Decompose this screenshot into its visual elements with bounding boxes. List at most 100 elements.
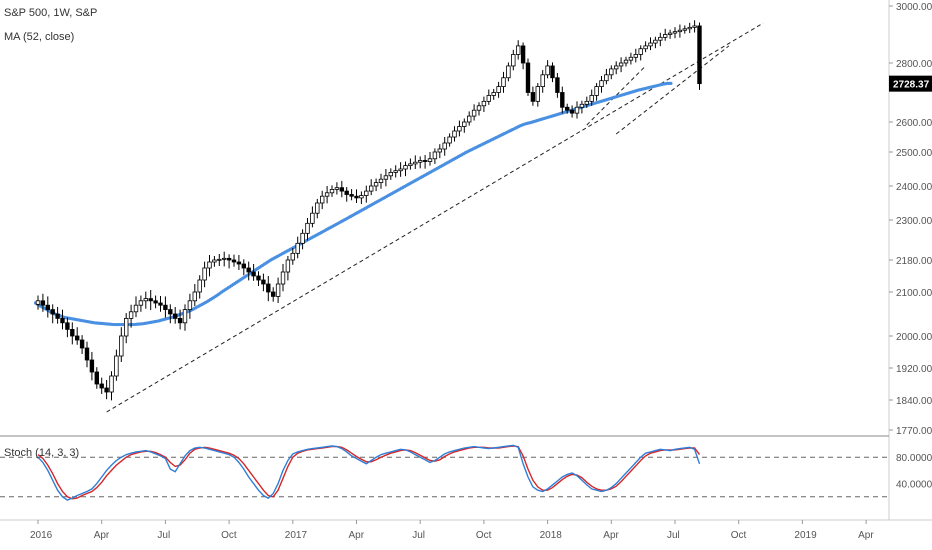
candle-body [628, 56, 634, 61]
candle-body [182, 309, 188, 324]
price-tick-label: 2600.00 [896, 118, 932, 129]
candle-body [457, 126, 462, 132]
candle-body [481, 100, 487, 107]
candle-body [364, 190, 369, 196]
candle-body [202, 267, 207, 281]
candle-body [506, 65, 511, 79]
candle-body [315, 202, 320, 214]
candle-body [452, 130, 457, 138]
candle-body [45, 304, 50, 311]
candle-body [378, 178, 384, 183]
price-axis: 3000.00 2800.00 2600.00 2500.00 2400.00 2300.… [889, 2, 932, 437]
trend-line [106, 22, 764, 413]
current-price-value: 2728.37 [893, 80, 930, 91]
candle-body [584, 100, 589, 105]
candle-body [60, 317, 65, 324]
candle-body [383, 175, 389, 180]
time-tick-label: Apr [603, 530, 619, 541]
candle-body [560, 92, 565, 108]
candle-body [99, 383, 104, 389]
time-tick-label: Jul [667, 530, 680, 541]
price-tick-label: 1920.00 [896, 364, 932, 375]
candle-body [256, 275, 261, 281]
time-axis: 2016 Apr Jul Oct 2017 Apr Jul Oct 2018 Apr Jul Oct 2… [30, 520, 874, 541]
candle-body [261, 279, 266, 285]
current-price-badge-bg [889, 75, 932, 92]
candle-body [50, 309, 55, 315]
candle-body [324, 192, 330, 197]
current-price-badge: 2728.37 [889, 75, 932, 92]
candle-body [55, 313, 60, 319]
candle-body [300, 232, 305, 244]
candle-body [187, 300, 193, 310]
candle-body [79, 339, 85, 349]
price-tick-label: 2400.00 [896, 182, 932, 193]
candle-body [520, 45, 526, 64]
time-tick-label: Apr [94, 530, 110, 541]
candle-body [476, 105, 482, 111]
candle-body [128, 311, 134, 319]
ma-series [33, 81, 673, 327]
candle-body [604, 74, 609, 82]
candle-body [310, 212, 315, 224]
candle-body [65, 322, 70, 330]
candle-body [305, 222, 310, 234]
candle-body [687, 26, 692, 30]
candle-body [246, 267, 251, 273]
candle-body [427, 158, 433, 162]
candle-body [589, 95, 594, 102]
candle-body [599, 80, 604, 87]
candle-body [663, 34, 668, 38]
candle-body [594, 86, 599, 96]
candle-body [540, 74, 545, 88]
candle-body [148, 298, 153, 302]
candle-body [623, 59, 629, 64]
candle-body [565, 106, 570, 111]
candle-body [197, 279, 202, 293]
stoch-k-line [37, 444, 701, 501]
candle-body [104, 387, 109, 393]
candle-body [280, 271, 286, 285]
candle-body [163, 304, 168, 311]
candle-body [614, 65, 619, 70]
stoch-axis: 80.0000 40.0000 [896, 453, 932, 490]
candle-body [138, 300, 144, 306]
stoch-label: Stoch (14, 3, 3) [4, 447, 79, 459]
candle-body [692, 25, 697, 28]
candle-body [682, 28, 687, 31]
time-tick-label: Oct [476, 530, 492, 541]
candle-body [462, 121, 467, 127]
candle-body [266, 283, 271, 293]
candle-body [329, 188, 335, 194]
candle-body [70, 328, 75, 337]
candle-body [119, 335, 124, 357]
candle-body [525, 62, 531, 93]
candle-body [368, 185, 374, 192]
candle-body [486, 95, 491, 102]
candle-body [667, 32, 673, 35]
trend-line [615, 45, 730, 135]
time-tick-label: 2018 [540, 530, 563, 541]
ma-label: MA (52, close) [4, 31, 74, 43]
candle-body [40, 300, 46, 306]
price-tick-label: 2500.00 [896, 148, 932, 159]
candle-body [466, 115, 472, 123]
candle-body [609, 68, 614, 76]
candle-body [143, 298, 148, 302]
candle-body [349, 194, 354, 197]
candle-body [471, 109, 477, 117]
candle-body [496, 86, 501, 93]
candle-body [153, 300, 158, 304]
candle-body [158, 302, 163, 306]
candle-body [217, 258, 222, 261]
candle-body [535, 86, 540, 102]
candle-body [373, 182, 379, 187]
candle-body [653, 39, 658, 44]
candle-body [393, 170, 398, 173]
candle-body [422, 160, 428, 162]
candle-body [207, 261, 212, 269]
candle-body [334, 187, 340, 190]
candle-body [172, 313, 178, 319]
stoch-tick-label: 40.0000 [896, 480, 932, 491]
